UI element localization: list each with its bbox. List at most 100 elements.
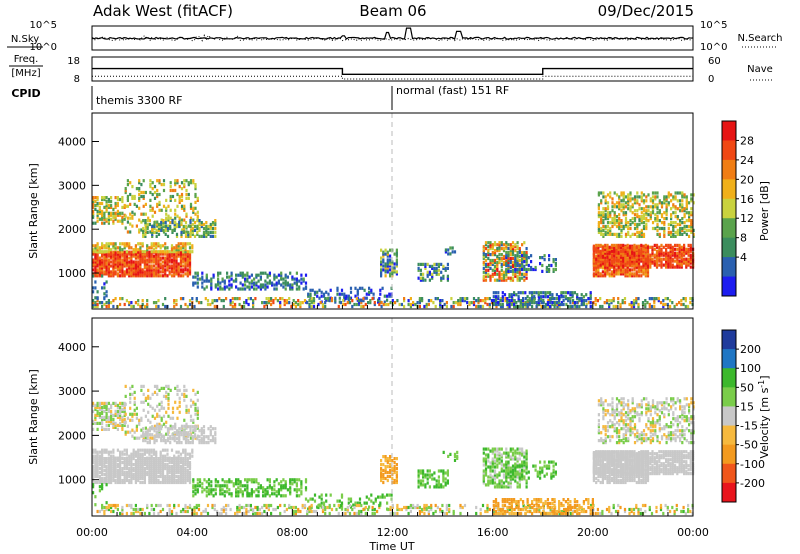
data-cell — [395, 250, 398, 254]
data-cell — [125, 254, 128, 258]
data-cell — [678, 243, 681, 247]
data-cell — [645, 222, 648, 227]
data-cell — [248, 285, 251, 289]
data-cell — [180, 230, 183, 234]
date-title: 09/Dec/2015 — [598, 2, 694, 20]
data-cell — [137, 242, 140, 246]
data-cell — [613, 257, 616, 261]
data-cell — [667, 222, 670, 227]
data-cell — [628, 245, 632, 249]
data-cell — [266, 273, 269, 277]
data-cell — [148, 266, 151, 270]
data-cell — [107, 274, 110, 278]
data-cell — [589, 301, 592, 305]
data-cell — [689, 243, 692, 247]
data-cell — [179, 472, 183, 477]
data-cell — [134, 260, 137, 264]
data-cell — [548, 254, 551, 258]
data-cell — [419, 276, 422, 280]
data-cell — [334, 300, 337, 304]
data-cell — [152, 450, 156, 454]
data-cell — [585, 302, 588, 307]
data-cell — [386, 270, 389, 274]
data-cell — [128, 472, 131, 477]
data-cell — [189, 414, 193, 418]
data-cell — [178, 185, 181, 189]
data-cell — [192, 281, 195, 285]
data-cell — [271, 281, 274, 285]
data-cell — [94, 465, 97, 469]
data-cell — [167, 398, 170, 402]
data-cell — [94, 266, 97, 270]
data-cell — [678, 247, 681, 251]
data-cell — [468, 302, 471, 307]
data-cell — [184, 472, 187, 477]
data-cell — [679, 205, 682, 209]
data-cell — [196, 490, 199, 494]
data-cell — [669, 259, 672, 263]
data-cell — [221, 287, 224, 291]
data-cell — [207, 427, 210, 431]
data-cell — [137, 454, 140, 458]
data-cell — [380, 262, 383, 266]
data-cell — [168, 467, 171, 471]
data-cell — [516, 241, 519, 245]
data-cell — [184, 454, 187, 458]
data-cell — [151, 414, 154, 418]
data-cell — [114, 215, 117, 219]
data-cell — [160, 183, 163, 187]
data-cell — [424, 278, 427, 282]
data-cell — [103, 270, 106, 274]
data-cell — [116, 262, 119, 266]
data-cell — [640, 249, 643, 253]
data-cell — [157, 228, 161, 232]
data-cell — [123, 258, 126, 262]
data-cell — [626, 268, 629, 272]
data-cell — [676, 259, 679, 263]
data-cell — [98, 205, 101, 209]
data-cell — [437, 268, 440, 272]
freq-ytick-bottom: 8 — [74, 74, 80, 85]
data-cell — [110, 459, 113, 463]
data-cell — [137, 456, 140, 460]
data-cell — [389, 248, 392, 252]
data-cell — [527, 256, 530, 260]
data-cell — [116, 256, 119, 260]
data-cell — [613, 243, 616, 247]
data-cell — [114, 297, 117, 301]
data-cell — [362, 304, 365, 309]
data-cell — [161, 480, 165, 485]
data-cell — [92, 304, 95, 309]
data-cell — [126, 198, 129, 202]
data-cell — [248, 281, 251, 285]
data-cell — [613, 205, 616, 209]
data-cell — [509, 243, 512, 247]
data-cell — [175, 246, 178, 250]
data-cell — [139, 476, 142, 481]
data-cell — [119, 478, 122, 483]
data-cell — [582, 301, 585, 305]
data-cell — [613, 191, 616, 195]
data-cell — [539, 262, 542, 266]
data-cell — [92, 470, 95, 475]
data-cell — [435, 272, 438, 276]
data-cell — [185, 212, 188, 216]
data-cell — [320, 290, 323, 294]
data-cell — [669, 261, 672, 265]
data-cell — [507, 260, 510, 265]
data-cell — [683, 251, 686, 255]
data-cell — [105, 478, 108, 483]
data-cell — [626, 251, 629, 255]
data-cell — [165, 410, 168, 414]
data-cell — [600, 199, 603, 203]
data-cell — [243, 301, 246, 305]
data-cell — [175, 302, 178, 307]
data-cell — [642, 213, 646, 217]
data-cell — [546, 291, 549, 295]
data-cell — [176, 204, 179, 208]
data-cell — [170, 260, 174, 264]
data-cell — [597, 213, 600, 217]
data-cell — [518, 251, 521, 255]
data-cell — [112, 274, 115, 278]
